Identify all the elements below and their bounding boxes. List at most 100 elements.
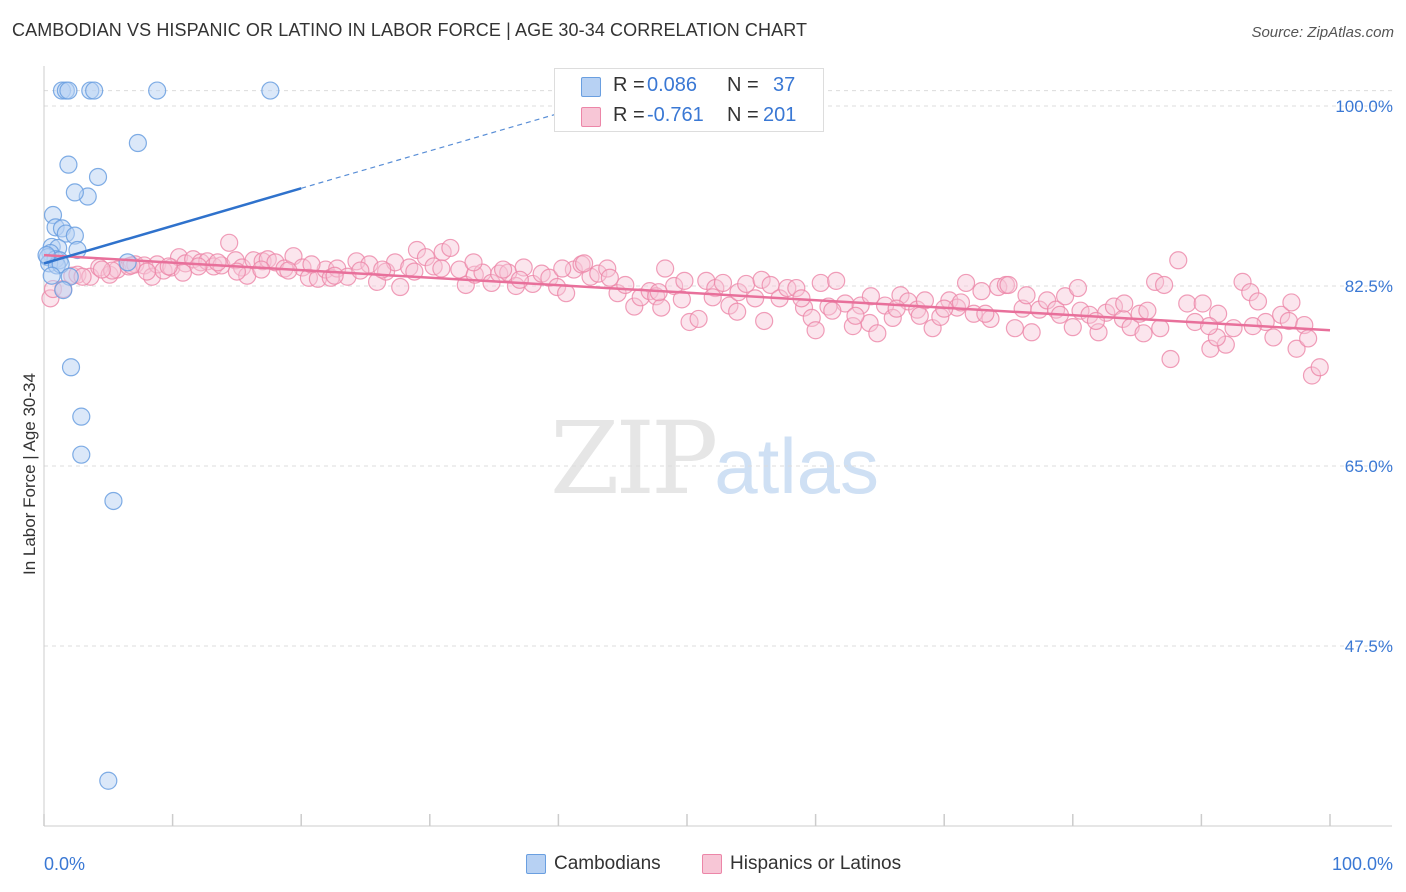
- hispanic-point: [1005, 319, 1025, 338]
- legend-label: Cambodians: [554, 853, 661, 874]
- hispanic-point: [189, 257, 208, 276]
- hispanic-point: [951, 293, 971, 312]
- hispanic-point: [1151, 319, 1170, 338]
- hispanic-point: [713, 273, 733, 293]
- hispanic-point: [464, 253, 483, 272]
- hispanic-point: [252, 260, 271, 279]
- hispanic-point: [665, 276, 684, 296]
- hispanic-point: [1299, 329, 1318, 348]
- hispanic-point: [351, 261, 370, 280]
- hispanic-point: [1161, 349, 1180, 369]
- hispanic-point: [1200, 317, 1219, 336]
- hispanic-point: [1138, 301, 1157, 320]
- y-tick-label: 47.5%: [1345, 637, 1393, 656]
- cambodian-point: [59, 81, 78, 100]
- cambodian-point: [54, 281, 73, 300]
- hispanic-point: [1155, 275, 1174, 295]
- legend: Cambodians Hispanics or Latinos: [0, 851, 1406, 879]
- r-label: R =: [613, 74, 645, 96]
- hispanic-point: [1169, 251, 1188, 270]
- hispanics-swatch: [581, 107, 601, 127]
- watermark-zip: ZIP: [550, 400, 718, 517]
- cambodians-swatch: [526, 854, 546, 874]
- hispanic-point: [1287, 339, 1306, 358]
- hispanic-point: [625, 297, 644, 316]
- hispanic-point: [616, 275, 635, 295]
- hispanic-point: [851, 296, 870, 315]
- cambodian-point: [99, 771, 118, 790]
- cambodian-point: [85, 81, 104, 100]
- hispanic-point: [540, 268, 559, 287]
- r-label: R =: [613, 104, 645, 126]
- y-axis-label: In Labor Force | Age 30-34: [20, 373, 39, 575]
- hispanic-point: [656, 259, 675, 278]
- hispanic-point: [999, 275, 1018, 295]
- hispanic-point: [752, 270, 771, 289]
- hispanic-point: [787, 278, 806, 298]
- hispanic-point: [728, 302, 747, 321]
- hispanic-point: [703, 288, 722, 307]
- cambodian-trendline-extension: [301, 105, 585, 189]
- cambodian-point: [148, 81, 167, 100]
- hispanic-point: [976, 304, 995, 323]
- r-value: 0.086: [647, 74, 698, 96]
- hispanic-point: [746, 289, 765, 308]
- cambodian-trendline: [43, 187, 302, 265]
- hispanic-point: [823, 301, 842, 320]
- hispanic-trendline: [43, 253, 1331, 332]
- hispanic-point: [956, 273, 976, 293]
- cambodian-point: [128, 133, 147, 153]
- hispanic-point: [1068, 278, 1088, 298]
- y-tick-label: 65.0%: [1345, 457, 1393, 476]
- hispanic-point: [1134, 324, 1153, 343]
- hispanic-point: [575, 254, 594, 273]
- hispanic-point: [675, 271, 694, 290]
- hispanic-point: [827, 271, 846, 290]
- hispanic-point: [861, 287, 880, 306]
- cambodian-point: [118, 253, 137, 272]
- n-label: N =: [727, 104, 759, 126]
- hispanic-point: [510, 270, 529, 289]
- hispanic-point: [806, 321, 825, 340]
- cambodian-point: [59, 155, 78, 174]
- cambodian-point: [88, 167, 108, 187]
- n-value: 201: [763, 104, 797, 126]
- stats-row-cambodians: R = 0.086 N = 37: [555, 71, 823, 101]
- stats-row-hispanics: R = -0.761 N = 201: [555, 101, 823, 131]
- hispanic-point: [689, 309, 708, 329]
- hispanic-point: [208, 253, 227, 272]
- cambodian-point: [42, 266, 61, 285]
- hispanic-point: [1115, 294, 1134, 313]
- hispanic-point: [1063, 318, 1082, 337]
- hispanic-point: [553, 259, 572, 278]
- hispanic-point: [494, 260, 513, 279]
- y-tick-label: 100.0%: [1335, 97, 1393, 116]
- hispanic-point: [811, 273, 830, 293]
- hispanic-point: [266, 253, 285, 272]
- hispanic-point: [846, 306, 865, 325]
- source-label: Source: ZipAtlas.com: [1251, 24, 1394, 41]
- hispanic-point: [910, 306, 929, 325]
- hispanic-point: [557, 284, 576, 303]
- chart-title: CAMBODIAN VS HISPANIC OR LATINO IN LABOR…: [12, 20, 808, 40]
- x-tick-label: 100.0%: [1332, 854, 1393, 874]
- hispanic-point: [1241, 283, 1260, 302]
- n-value: 37: [773, 74, 796, 96]
- cambodian-point: [65, 183, 84, 202]
- hispanic-point: [883, 308, 902, 327]
- hispanic-point: [1178, 294, 1197, 313]
- stats-box: R = 0.086 N = 37 R = -0.761 N = 201: [554, 68, 824, 132]
- hispanic-point: [1055, 287, 1075, 306]
- hispanic-point: [1310, 358, 1329, 377]
- cambodian-point: [261, 81, 280, 100]
- hispanic-point: [972, 282, 991, 301]
- hispanic-point: [589, 264, 608, 283]
- hispanic-point: [1017, 286, 1036, 305]
- hispanic-point: [92, 260, 111, 279]
- cambodian-point: [72, 445, 91, 464]
- hispanic-point: [159, 257, 178, 276]
- hispanic-point: [1193, 294, 1212, 313]
- hispanic-point: [1104, 297, 1124, 316]
- cambodian-point: [72, 407, 91, 426]
